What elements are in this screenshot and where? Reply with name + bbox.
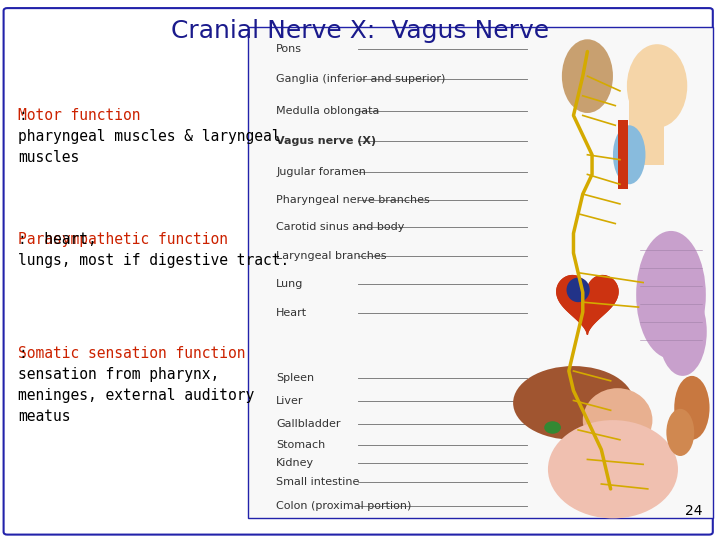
Ellipse shape <box>614 477 640 499</box>
Ellipse shape <box>548 420 678 518</box>
Ellipse shape <box>544 421 561 434</box>
Text: Cranial Nerve X:  Vagus Nerve: Cranial Nerve X: Vagus Nerve <box>171 19 549 43</box>
Ellipse shape <box>667 409 694 456</box>
Ellipse shape <box>586 477 612 499</box>
Text: Colon (proximal portion): Colon (proximal portion) <box>276 501 412 511</box>
Ellipse shape <box>582 388 652 452</box>
Ellipse shape <box>628 458 654 480</box>
Bar <box>629 76 664 165</box>
Text: Motor function: Motor function <box>18 108 140 123</box>
Ellipse shape <box>614 440 640 461</box>
Ellipse shape <box>627 44 688 128</box>
Ellipse shape <box>572 458 598 480</box>
Text: :
sensation from pharynx,
meninges, external auditory
meatus: : sensation from pharynx, meninges, exte… <box>18 346 254 423</box>
Ellipse shape <box>513 366 634 440</box>
Text: Ganglia (inferior and superior): Ganglia (inferior and superior) <box>276 73 446 84</box>
Text: Lung: Lung <box>276 280 304 289</box>
Ellipse shape <box>613 125 645 184</box>
Text: :  heart,
lungs, most if digestive tract.: : heart, lungs, most if digestive tract. <box>18 232 289 268</box>
Ellipse shape <box>659 287 707 376</box>
Text: Somatic sensation function: Somatic sensation function <box>18 346 246 361</box>
Text: Stomach: Stomach <box>276 440 325 450</box>
Text: Vagus nerve (X): Vagus nerve (X) <box>276 136 377 146</box>
Text: Parasympathetic function: Parasympathetic function <box>18 232 228 247</box>
Text: Pons: Pons <box>276 44 302 54</box>
Text: Liver: Liver <box>276 396 304 407</box>
FancyBboxPatch shape <box>4 8 713 535</box>
Text: Gallbladder: Gallbladder <box>276 418 341 429</box>
Ellipse shape <box>674 376 709 440</box>
Text: Spleen: Spleen <box>276 373 315 383</box>
Ellipse shape <box>586 440 612 461</box>
Text: Carotid sinus and body: Carotid sinus and body <box>276 222 405 233</box>
Bar <box>248 27 713 518</box>
Text: 24: 24 <box>685 504 702 518</box>
Ellipse shape <box>567 278 590 302</box>
Text: Laryngeal branches: Laryngeal branches <box>276 251 387 260</box>
Text: Medulla oblongata: Medulla oblongata <box>276 105 379 116</box>
Text: Kidney: Kidney <box>276 458 315 468</box>
Text: Heart: Heart <box>276 308 307 318</box>
Text: Pharyngeal nerve branches: Pharyngeal nerve branches <box>276 195 430 205</box>
Ellipse shape <box>562 39 613 113</box>
Bar <box>618 120 628 189</box>
Text: Jugular foramen: Jugular foramen <box>276 167 366 177</box>
Polygon shape <box>557 275 618 334</box>
Ellipse shape <box>636 231 706 359</box>
Text: :
pharyngeal muscles & laryngeal
muscles: : pharyngeal muscles & laryngeal muscles <box>18 108 281 165</box>
Polygon shape <box>557 275 618 334</box>
Text: Small intestine: Small intestine <box>276 476 359 487</box>
